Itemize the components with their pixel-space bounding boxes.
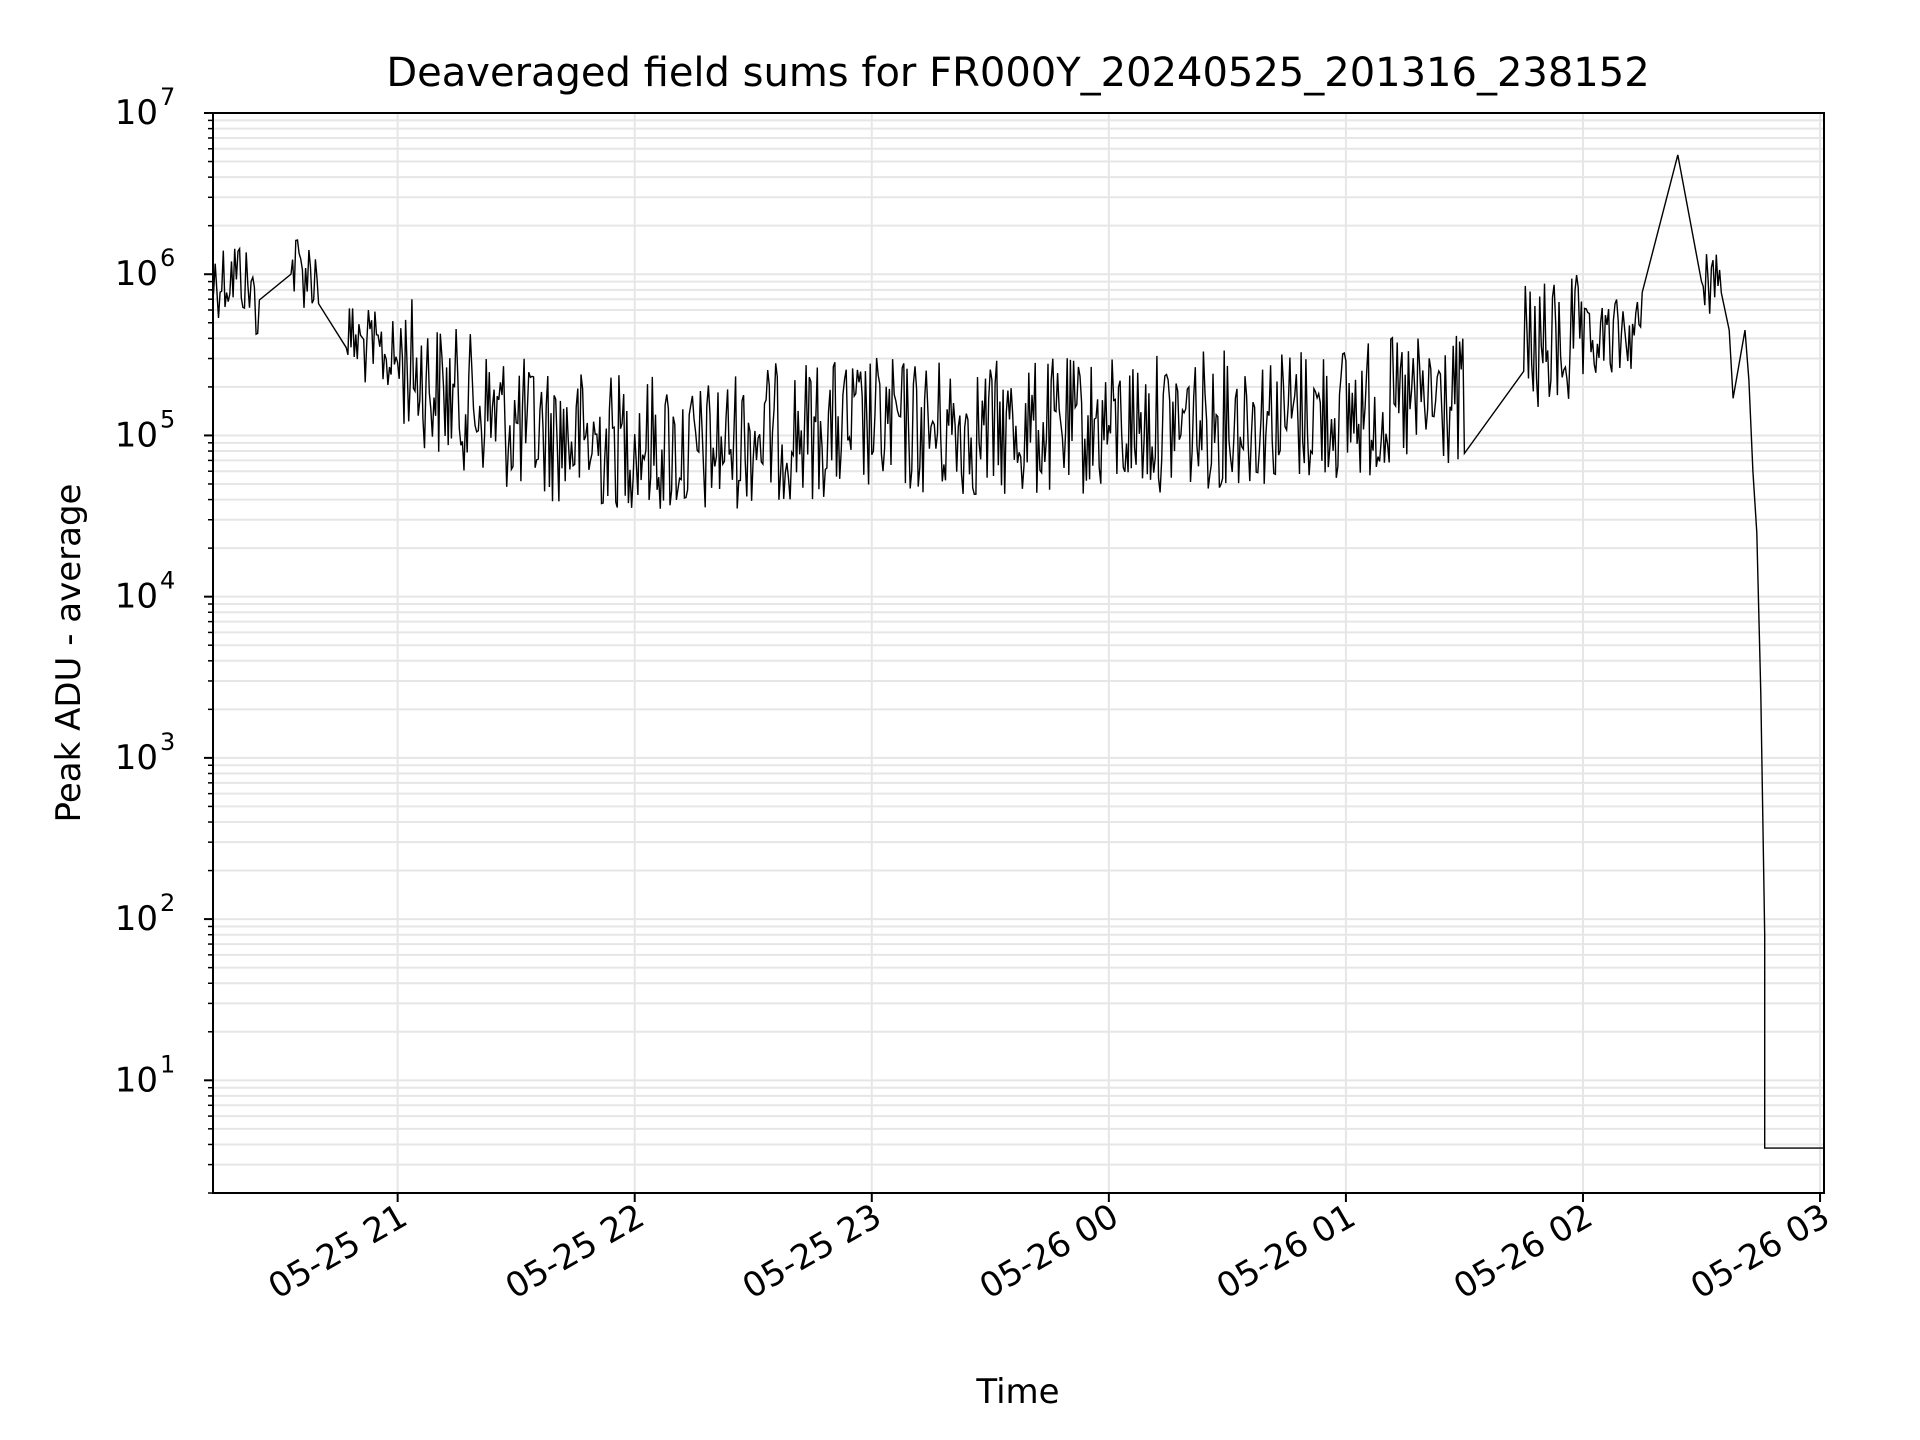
x-tick-label: 05-25 21 [262,1196,414,1307]
x-tick-label: 05-26 00 [973,1196,1125,1307]
chart-title: Deaveraged field sums for FR000Y_2024052… [386,50,1649,96]
y-tick-exponent: 4 [160,567,175,595]
y-tick-exponent: 5 [160,405,175,433]
x-tick-label: 05-25 22 [499,1196,651,1307]
y-tick-exponent: 3 [160,728,175,756]
y-tick-label: 10 [115,899,158,939]
x-axis-label: Time [975,1372,1059,1412]
x-tick-label: 05-25 23 [736,1196,888,1307]
y-tick-label: 10 [115,577,158,617]
x-tick-label: 05-26 03 [1684,1196,1836,1307]
series-line [211,154,1824,1149]
grid-layer [213,112,1824,1194]
y-tick-label: 10 [115,1060,158,1100]
x-tick-label: 05-26 02 [1447,1196,1599,1307]
y-tick-label: 10 [115,93,158,133]
y-tick-label: 10 [115,254,158,294]
y-tick-exponent: 7 [160,83,175,111]
x-tick-label: 05-26 01 [1210,1196,1362,1307]
line-layer [211,154,1824,1149]
y-tick-exponent: 6 [160,244,175,272]
y-tick-label: 10 [115,415,158,455]
y-axis-label: Peak ADU - average [49,484,89,823]
y-tick-label: 10 [115,738,158,778]
y-tick-exponent: 2 [160,889,175,917]
y-tick-exponent: 1 [160,1050,175,1078]
plot-frame [212,112,1825,1194]
